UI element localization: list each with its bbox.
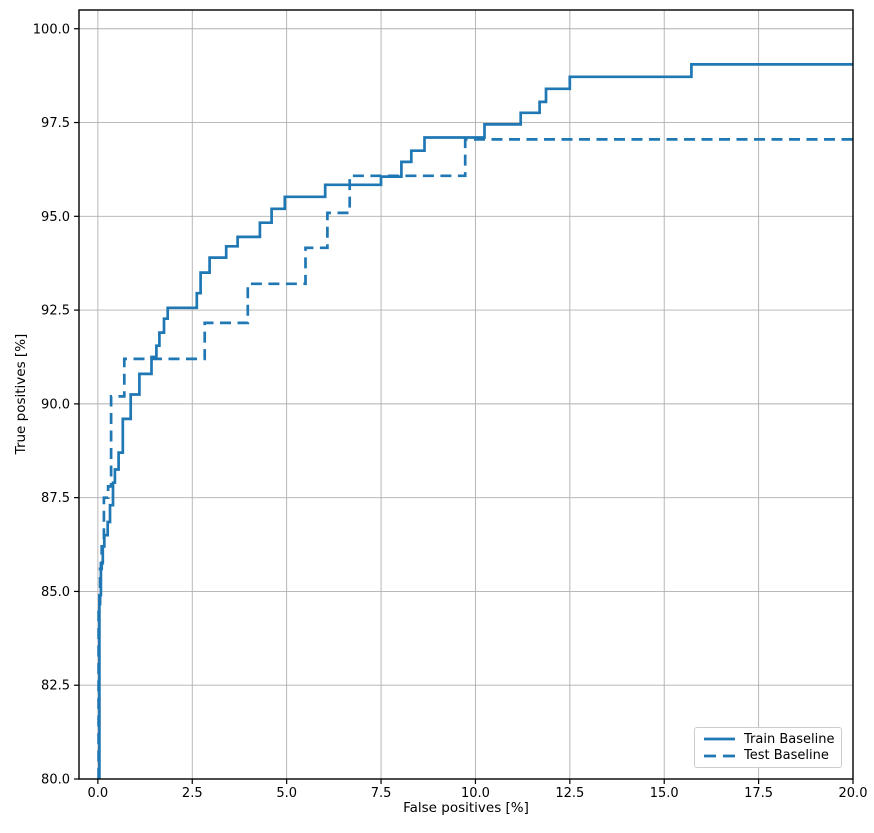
y-tick-label: 80.0 [41,773,70,788]
data-series [97,63,853,779]
x-tick-label: 20.0 [839,786,868,801]
legend-item-test: Test Baseline [703,749,835,762]
x-tick-label: 17.5 [744,786,773,801]
y-axis-label: True positives [%] [13,333,29,455]
legend-label-test: Test Baseline [744,748,829,764]
x-tick-label: 12.5 [555,786,584,801]
x-tick-label: 0.0 [88,786,109,801]
y-tick-label: 95.0 [41,210,70,225]
y-tick-label: 85.0 [41,585,70,600]
y-tick-label: 97.5 [41,116,70,131]
y-tick-label: 92.5 [41,304,70,319]
train-solid-line-icon [704,737,735,741]
x-axis-label: False positives [%] [403,800,529,816]
test-dashed-line-icon [704,754,735,758]
x-tick-label: 15.0 [650,786,679,801]
x-tick-label: 2.5 [182,786,203,801]
y-tick-label: 82.5 [41,679,70,694]
legend-label-train: Train Baseline [744,731,835,747]
legend: Train Baseline Test Baseline [694,727,842,768]
x-tick-label: 5.0 [276,786,297,801]
axis-ticks: 0.0 2.5 5.0 7.5 10.0 12.5 15.0 17.5 20.0 80.0 82.5… [33,22,868,801]
y-tick-label: 90.0 [41,397,70,412]
legend-item-train: Train Baseline [703,733,835,746]
series-line-train-baseline [98,63,853,779]
y-tick-label: 100.0 [33,22,70,37]
gridlines [79,10,854,780]
x-tick-label: 7.5 [371,786,392,801]
x-tick-label: 10.0 [461,786,490,801]
axes-frame [78,9,854,780]
y-tick-label: 87.5 [41,491,70,506]
